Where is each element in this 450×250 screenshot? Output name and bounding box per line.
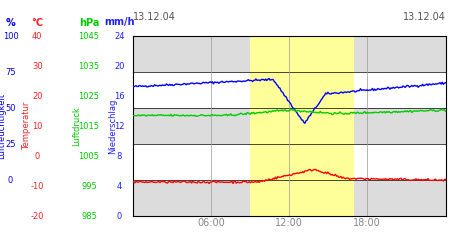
Text: 0: 0	[35, 152, 40, 161]
Text: 25: 25	[5, 140, 16, 149]
Text: -10: -10	[31, 182, 44, 191]
Text: 1035: 1035	[78, 62, 99, 71]
Text: 100: 100	[3, 32, 18, 41]
Text: Luftfeuchtigkeit: Luftfeuchtigkeit	[0, 93, 6, 159]
Text: 50: 50	[5, 104, 16, 113]
Text: 20: 20	[32, 92, 42, 101]
Text: 13.12.04: 13.12.04	[133, 12, 176, 22]
Text: 30: 30	[32, 62, 42, 71]
Text: Niederschlag: Niederschlag	[108, 98, 117, 154]
Text: 995: 995	[81, 182, 97, 191]
Text: 16: 16	[114, 92, 125, 101]
Text: 4: 4	[117, 182, 122, 191]
Text: mm/h: mm/h	[104, 18, 135, 28]
Text: 1025: 1025	[78, 92, 99, 101]
Text: 0: 0	[8, 176, 13, 185]
Text: 1045: 1045	[78, 32, 99, 41]
Text: 8: 8	[117, 152, 122, 161]
Bar	[250, 36, 354, 216]
Bar	[133, 144, 446, 180]
Bar	[133, 72, 446, 108]
Text: 12: 12	[114, 122, 125, 131]
Text: 10: 10	[32, 122, 42, 131]
Text: 1005: 1005	[78, 152, 99, 161]
Text: °C: °C	[31, 18, 43, 28]
Text: hPa: hPa	[79, 18, 99, 28]
Text: 40: 40	[32, 32, 42, 41]
Text: Luftdruck: Luftdruck	[72, 106, 81, 146]
Bar	[133, 108, 446, 144]
Text: 13.12.04: 13.12.04	[403, 12, 446, 22]
Bar	[133, 180, 446, 216]
Text: -20: -20	[31, 212, 44, 221]
Text: 75: 75	[5, 68, 16, 77]
Text: 1015: 1015	[78, 122, 99, 131]
Text: %: %	[6, 18, 15, 28]
Text: Temperatur: Temperatur	[22, 102, 31, 150]
Text: 20: 20	[114, 62, 125, 71]
Text: 0: 0	[117, 212, 122, 221]
Text: 985: 985	[81, 212, 97, 221]
Bar	[133, 36, 446, 72]
Text: 24: 24	[114, 32, 125, 41]
